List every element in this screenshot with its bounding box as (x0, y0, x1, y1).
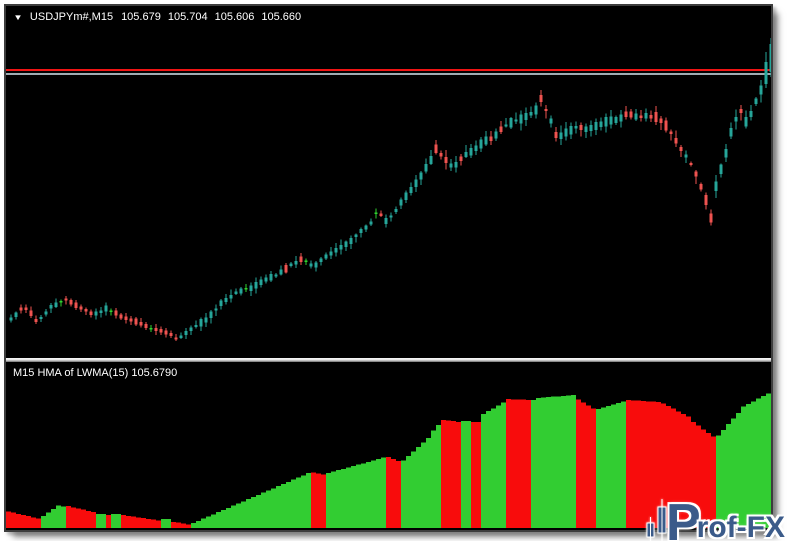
chart-title-bar[interactable]: ▼ USDJPYm#,M15 105.679 105.704 105.606 1… (13, 11, 301, 24)
indicator-label: M15 HMA of LWMA(15) 105.6790 (13, 367, 178, 379)
symbol-period-label: USDJPYm#,M15 (29, 11, 114, 23)
ohlc-values: 105.679 105.704 105.606 105.660 (121, 11, 301, 24)
open-value: 105.679 (121, 11, 161, 23)
chevron-down-icon[interactable]: ▼ (13, 13, 23, 22)
candlestick-chart[interactable] (6, 6, 771, 358)
price-panel[interactable]: ▼ USDJPYm#,M15 105.679 105.704 105.606 1… (6, 6, 771, 358)
histogram-chart[interactable] (6, 362, 771, 528)
close-value: 105.660 (261, 11, 302, 23)
indicator-panel[interactable]: M15 HMA of LWMA(15) 105.6790 (6, 362, 771, 530)
low-value: 105.606 (214, 11, 255, 23)
high-value: 105.704 (167, 11, 208, 23)
chart-window: ▼ USDJPYm#,M15 105.679 105.704 105.606 1… (4, 4, 773, 532)
panel-divider[interactable] (6, 358, 771, 362)
